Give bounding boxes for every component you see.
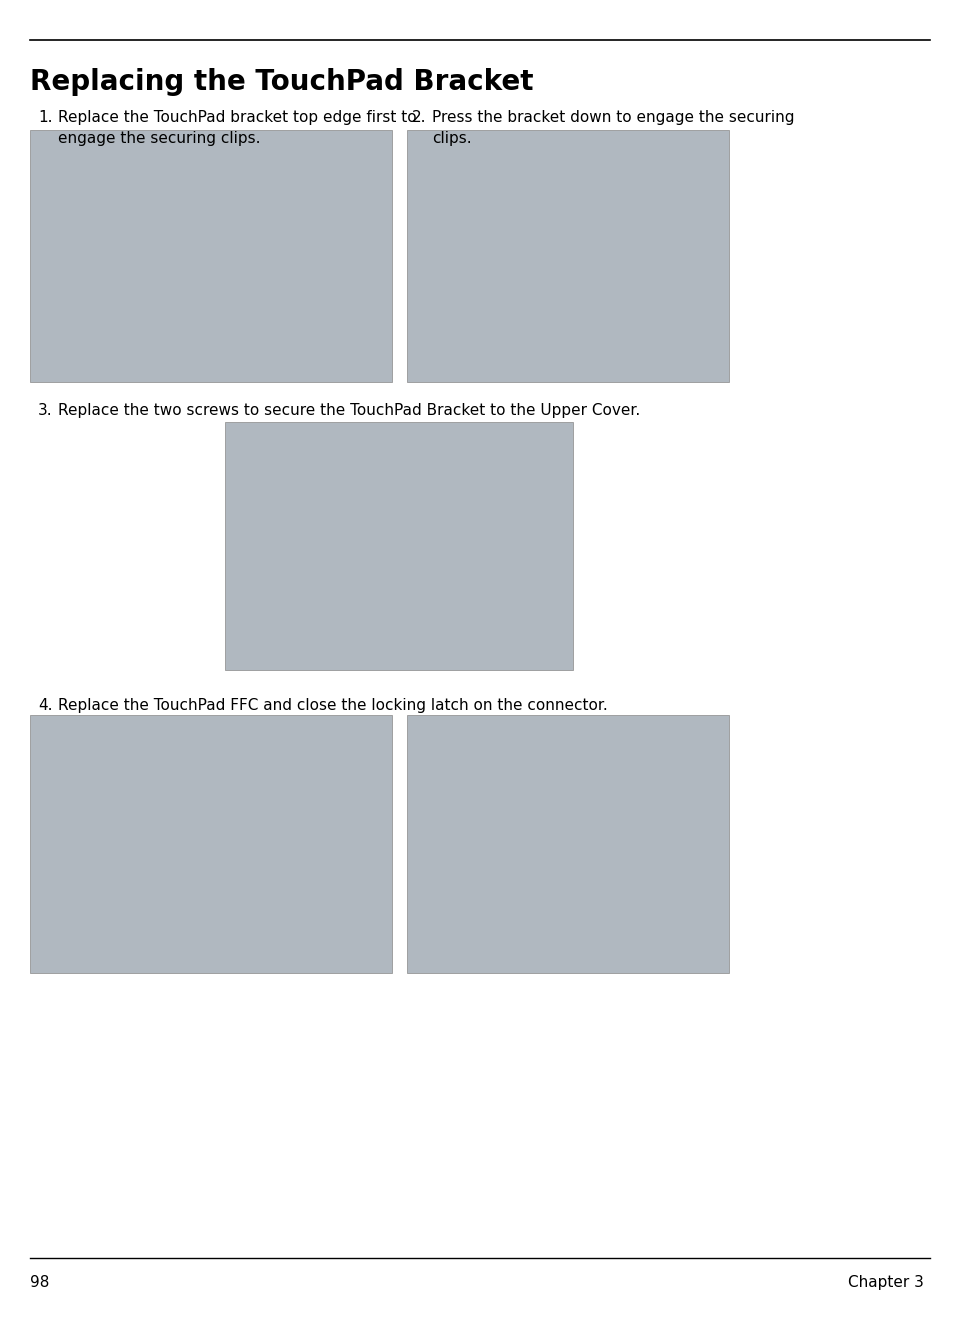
Text: 4.: 4. <box>38 697 52 713</box>
Bar <box>30 130 392 382</box>
Text: Replace the TouchPad FFC and close the locking latch on the connector.: Replace the TouchPad FFC and close the l… <box>58 697 607 713</box>
Text: Replacing the TouchPad Bracket: Replacing the TouchPad Bracket <box>30 68 533 96</box>
Text: 98: 98 <box>30 1275 50 1291</box>
Text: 2.: 2. <box>412 110 426 126</box>
Text: 1.: 1. <box>38 110 52 126</box>
Text: 3.: 3. <box>38 403 52 418</box>
Bar <box>407 130 728 382</box>
Bar <box>407 715 728 973</box>
Text: Replace the two screws to secure the TouchPad Bracket to the Upper Cover.: Replace the two screws to secure the Tou… <box>58 403 639 418</box>
Text: Press the bracket down to engage the securing
clips.: Press the bracket down to engage the sec… <box>432 110 794 146</box>
Text: Chapter 3: Chapter 3 <box>847 1275 923 1291</box>
Text: Replace the TouchPad bracket top edge first to
engage the securing clips.: Replace the TouchPad bracket top edge fi… <box>58 110 416 146</box>
Bar <box>225 422 573 669</box>
Bar <box>30 715 392 973</box>
